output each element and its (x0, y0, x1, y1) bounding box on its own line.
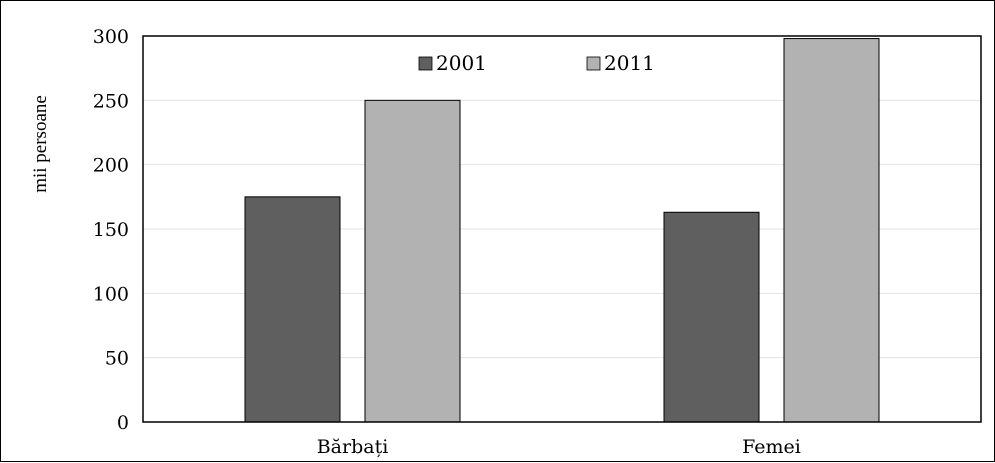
y-axis-title: mii persoane (30, 95, 51, 193)
legend-swatch-2011 (586, 56, 601, 71)
legend: 2001 2011 (418, 51, 655, 75)
y-axis-ticks: 0 50 100 150 200 250 300 (93, 26, 129, 434)
y-tick-label: 250 (93, 90, 129, 112)
y-tick-label: 300 (93, 26, 129, 48)
y-tick-label: 0 (117, 412, 129, 434)
bar-2001-0 (244, 196, 341, 423)
bar-2011-0 (364, 99, 461, 423)
y-tick-label: 100 (93, 283, 129, 305)
bar-2011-1 (783, 38, 880, 423)
y-tick-label: 200 (93, 155, 129, 177)
bar-2001-1 (663, 211, 760, 423)
plot-area-border (142, 35, 982, 423)
legend-swatch-2001 (418, 56, 433, 71)
legend-label: 2001 (436, 51, 487, 75)
legend-label: 2011 (604, 51, 655, 75)
x-category-label: Bărbați (317, 436, 389, 458)
y-tick-label: 50 (105, 348, 129, 370)
bars (244, 38, 880, 423)
x-axis-labels: Bărbați Femei (317, 436, 801, 458)
x-category-label: Femei (742, 436, 801, 458)
y-tick-label: 150 (93, 219, 129, 241)
